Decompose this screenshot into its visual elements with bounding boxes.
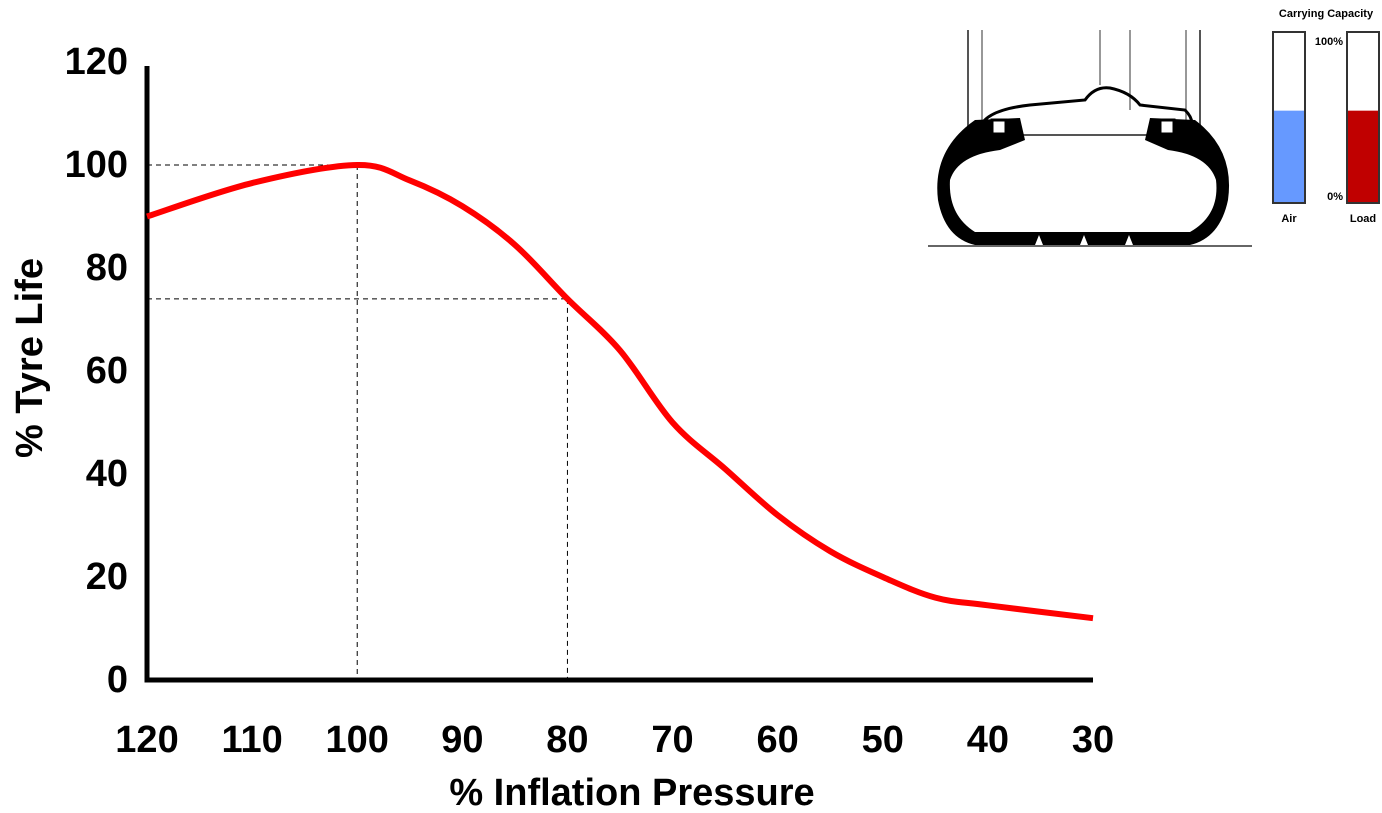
y-axis-title: % Tyre Life — [9, 258, 51, 458]
x-tick-label: 80 — [546, 719, 588, 761]
y-tick-label: 60 — [86, 350, 128, 392]
bar-frame — [1346, 31, 1380, 204]
axes — [144, 66, 1093, 683]
x-tick-label: 50 — [862, 719, 904, 761]
line-series — [146, 161, 1094, 622]
y-tick-label: 20 — [86, 556, 128, 598]
x-tick-label: 120 — [115, 719, 178, 761]
x-tick-label: 60 — [757, 719, 799, 761]
y-tick-label: 80 — [86, 247, 128, 289]
tyre-illustration — [928, 30, 1252, 247]
y-tick-label: 0 — [107, 659, 128, 701]
inset-title: Carrying Capacity — [1279, 8, 1374, 20]
x-tick-label: Air — [1281, 213, 1297, 225]
y-tick-label: 100 — [65, 144, 128, 186]
x-tick-label: 110 — [221, 719, 282, 761]
x-tick-label: 90 — [441, 719, 483, 761]
y-tick-label: 40 — [86, 453, 128, 495]
x-axis-title: % Inflation Pressure — [449, 772, 814, 813]
x-tick-label: 40 — [967, 719, 1009, 761]
x-tick-label: Load — [1350, 213, 1376, 225]
y-tick-label: 100% — [1315, 36, 1343, 48]
y-tick-label: 120 — [65, 41, 128, 83]
bar — [1347, 110, 1379, 203]
x-tick-label: 100 — [326, 719, 389, 761]
x-tick-label: 30 — [1072, 719, 1114, 761]
bar — [1273, 110, 1305, 203]
y-tick-label: 0% — [1327, 191, 1343, 203]
x-tick-label: 70 — [651, 719, 693, 761]
bar-frame — [1272, 31, 1306, 204]
